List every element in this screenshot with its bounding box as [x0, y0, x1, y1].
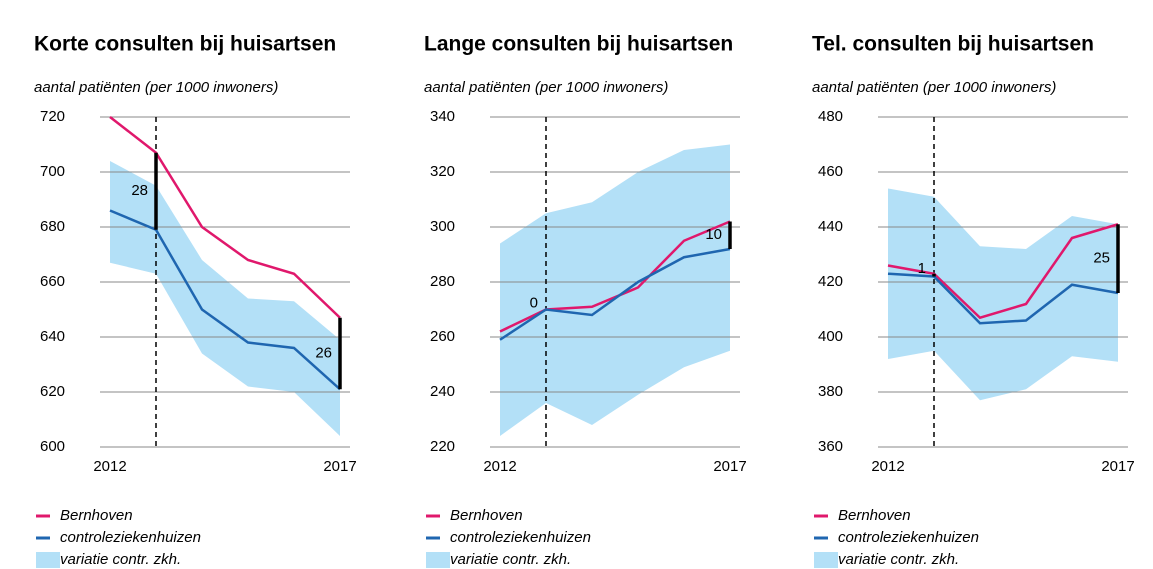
y-tick-label: 620: [40, 383, 65, 400]
variation-band: [888, 188, 1118, 401]
y-tick-label: 340: [430, 108, 455, 125]
y-tick-label: 220: [430, 438, 455, 455]
y-tick-label: 240: [430, 383, 455, 400]
annotation: 0: [530, 294, 538, 311]
variation-band: [500, 144, 730, 436]
chart-title: Lange consulten bij huisartsen: [424, 33, 733, 56]
y-tick-label: 680: [40, 218, 65, 235]
x-tick-label: 2012: [483, 458, 516, 475]
y-tick-label: 380: [818, 383, 843, 400]
y-tick-label: 480: [818, 108, 843, 125]
legend-label: Bernhoven: [450, 507, 523, 524]
chart-title: Tel. consulten bij huisartsen: [812, 33, 1094, 56]
series-line: [499, 247, 731, 341]
legend-swatch: [426, 552, 450, 568]
x-tick-label: 2012: [871, 458, 904, 475]
legend-swatch: [814, 552, 838, 568]
legend-label: variatie contr. zkh.: [60, 551, 181, 568]
x-tick-label: 2017: [713, 458, 746, 475]
annotation: 28: [131, 182, 148, 199]
y-tick-label: 640: [40, 328, 65, 345]
y-tick-label: 280: [430, 273, 455, 290]
series-line: [109, 116, 341, 319]
series-line: [887, 223, 1119, 320]
chart-title: Korte consulten bij huisartsen: [34, 33, 336, 56]
y-tick-label: 600: [40, 438, 65, 455]
x-tick-label: 2012: [93, 458, 126, 475]
y-tick-label: 260: [430, 328, 455, 345]
y-tick-label: 700: [40, 163, 65, 180]
series-line: [109, 209, 341, 391]
y-tick-label: 720: [40, 108, 65, 125]
x-tick-label: 2017: [323, 458, 356, 475]
y-tick-label: 460: [818, 163, 843, 180]
legend-label: controleziekenhuizen: [838, 529, 979, 546]
annotation: 25: [1093, 250, 1110, 267]
y-tick-label: 360: [818, 438, 843, 455]
legend-label: Bernhoven: [60, 507, 133, 524]
legend-label: variatie contr. zkh.: [838, 551, 959, 568]
y-tick-label: 320: [430, 163, 455, 180]
series-line: [887, 272, 1119, 325]
legend-label: controleziekenhuizen: [450, 529, 591, 546]
legend-label: controleziekenhuizen: [60, 529, 201, 546]
legend-swatch: [36, 552, 60, 568]
y-tick-label: 400: [818, 328, 843, 345]
annotation: 10: [705, 226, 722, 243]
annotation: 26: [315, 344, 332, 361]
axis-label: aantal patiënten (per 1000 inwoners): [34, 79, 278, 96]
axis-label: aantal patiënten (per 1000 inwoners): [812, 79, 1056, 96]
annotation: 1: [918, 260, 926, 277]
y-tick-label: 300: [430, 218, 455, 235]
axis-label: aantal patiënten (per 1000 inwoners): [424, 79, 668, 96]
x-tick-label: 2017: [1101, 458, 1134, 475]
y-tick-label: 440: [818, 218, 843, 235]
variation-band: [110, 161, 340, 436]
y-tick-label: 660: [40, 273, 65, 290]
legend-label: Bernhoven: [838, 507, 911, 524]
y-tick-label: 420: [818, 273, 843, 290]
legend-label: variatie contr. zkh.: [450, 551, 571, 568]
